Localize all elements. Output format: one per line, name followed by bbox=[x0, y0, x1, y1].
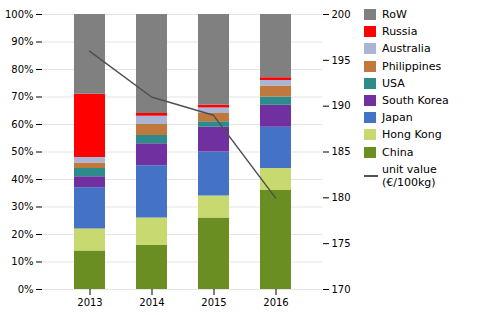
html-text:Australia: Australia bbox=[382, 42, 431, 56]
svg-text:90%: 90% bbox=[11, 36, 33, 47]
svg-text:2014: 2014 bbox=[139, 297, 164, 308]
html-text:USA: USA bbox=[382, 76, 405, 90]
html-text:unit value (€/100kg): unit value (€/100kg) bbox=[382, 162, 437, 189]
svg-text:30%: 30% bbox=[11, 201, 33, 212]
svg-text:60%: 60% bbox=[11, 119, 33, 130]
svg-text:50%: 50% bbox=[11, 146, 33, 157]
svg-text:175: 175 bbox=[332, 238, 351, 249]
html-text:South Korea: South Korea bbox=[382, 93, 449, 107]
html-text:Russia: Russia bbox=[382, 25, 418, 39]
svg-text:20%: 20% bbox=[11, 229, 33, 240]
svg-text:170: 170 bbox=[332, 284, 351, 295]
html-text:Hong Kong: Hong Kong bbox=[382, 128, 442, 142]
svg-text:2016: 2016 bbox=[263, 297, 288, 308]
svg-text:185: 185 bbox=[332, 146, 351, 157]
html-text:Japan: Japan bbox=[382, 111, 413, 125]
svg-text:200: 200 bbox=[332, 9, 351, 20]
svg-text:70%: 70% bbox=[11, 91, 33, 102]
svg-text:180: 180 bbox=[332, 192, 351, 203]
svg-text:100%: 100% bbox=[5, 9, 34, 20]
svg-text:10%: 10% bbox=[11, 256, 33, 267]
svg-text:195: 195 bbox=[332, 55, 351, 66]
html-text:Philippines: Philippines bbox=[382, 59, 442, 73]
svg-text:80%: 80% bbox=[11, 64, 33, 75]
html-text:RoW: RoW bbox=[382, 8, 407, 21]
svg-text:40%: 40% bbox=[11, 174, 33, 185]
svg-text:0%: 0% bbox=[18, 284, 34, 295]
html-text:China: China bbox=[382, 145, 414, 159]
svg-text:2013: 2013 bbox=[77, 297, 102, 308]
svg-text:2015: 2015 bbox=[201, 297, 226, 308]
svg-text:190: 190 bbox=[332, 100, 351, 111]
